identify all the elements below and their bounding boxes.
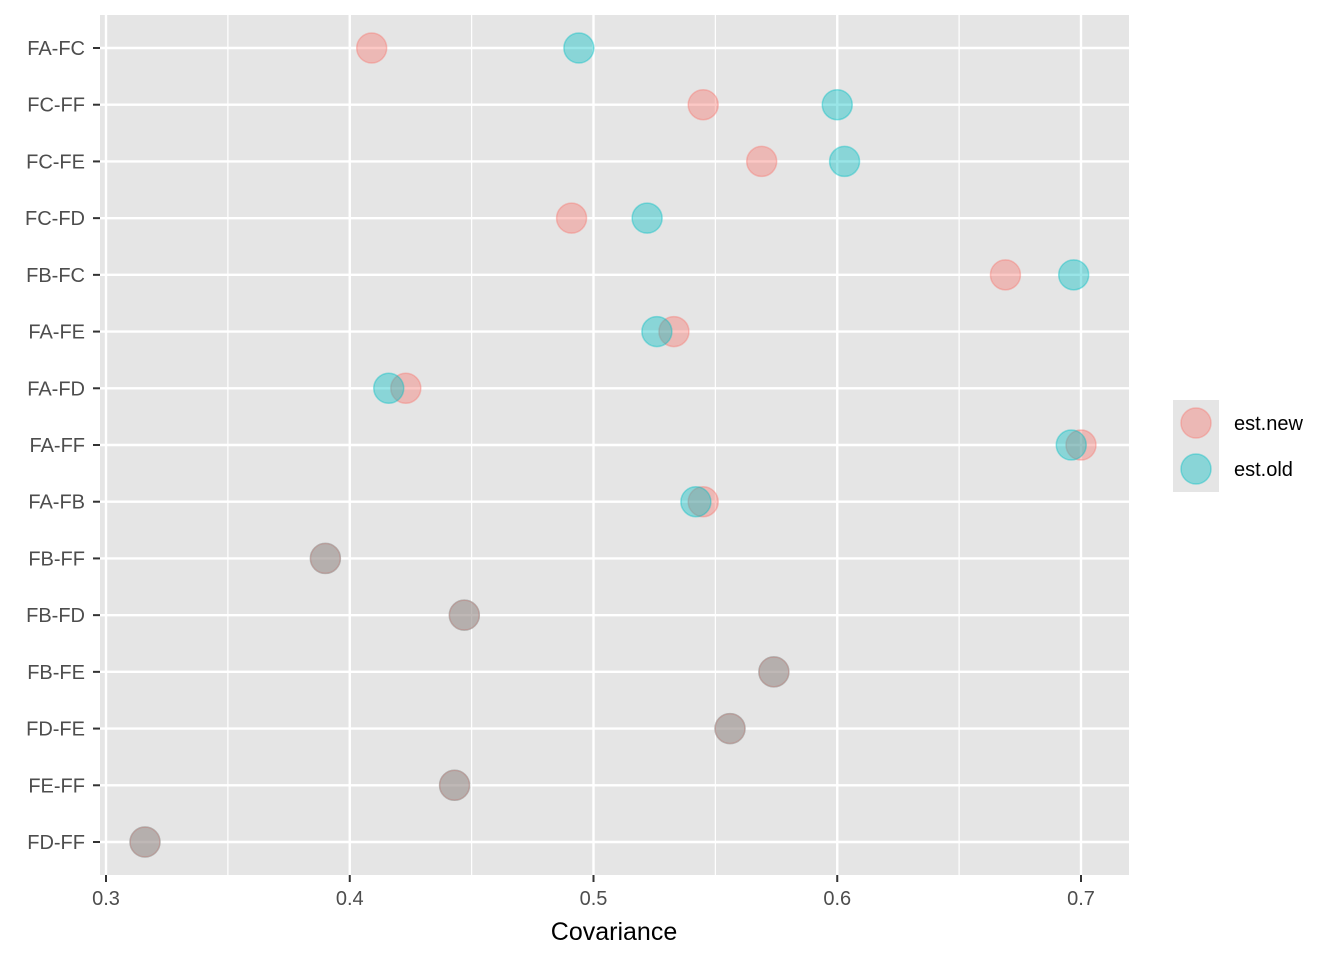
point-est-old-fe-ff xyxy=(438,769,471,802)
y-tick-label: FA-FF xyxy=(29,435,85,457)
point-est-new-fa-fd xyxy=(390,372,422,405)
legend-symbol xyxy=(1180,407,1212,439)
point-est-new-fc-fe xyxy=(745,145,778,178)
major-gridlines xyxy=(100,15,1129,875)
y-tick-label: FB-FC xyxy=(26,265,85,287)
point-est-new-fc-fd xyxy=(555,202,588,234)
point-est-new-fc-ff xyxy=(687,88,719,121)
legend-label: est.new xyxy=(1234,413,1303,435)
y-tick-label: FC-FF xyxy=(27,95,85,117)
point-est-old-fb-fe xyxy=(758,656,790,688)
legend-symbol xyxy=(1180,453,1212,485)
point-est-new-fb-fd xyxy=(448,599,481,631)
y-tick-label: FB-FF xyxy=(28,548,85,570)
point-est-old-fc-fe xyxy=(828,145,861,178)
point-est-old-fb-fd xyxy=(448,599,481,631)
point-est-old-fb-fc xyxy=(1057,259,1090,291)
point-est-old-fa-fc xyxy=(563,32,595,64)
point-est-old-fa-ff xyxy=(1055,429,1087,461)
x-tick-label: 0.4 xyxy=(336,888,364,910)
legend-key xyxy=(1173,400,1219,446)
y-tick-label: FD-FF xyxy=(27,832,85,854)
point-est-new-fb-fe xyxy=(758,656,790,688)
x-tick-label: 0.3 xyxy=(92,888,120,910)
legend-label: est.old xyxy=(1234,459,1293,481)
y-tick-label: FA-FC xyxy=(27,38,85,60)
point-est-old-fd-ff xyxy=(129,826,161,858)
legend: est.new est.old xyxy=(1173,400,1303,492)
point-est-new-fd-ff xyxy=(129,826,161,858)
y-tick-label: FC-FD xyxy=(25,208,85,230)
point-est-new-fe-ff xyxy=(438,769,471,802)
x-axis-title: Covariance xyxy=(551,918,677,946)
x-tick-label: 0.7 xyxy=(1067,888,1095,910)
y-tick-label: FB-FE xyxy=(27,662,85,684)
x-tick-label: 0.6 xyxy=(823,888,851,910)
point-est-old-fc-fd xyxy=(631,202,663,234)
y-tick-label: FA-FE xyxy=(28,322,85,344)
point-est-new-fa-fe xyxy=(658,315,690,348)
point-est-new-fb-ff xyxy=(309,542,342,575)
legend-key xyxy=(1173,446,1219,492)
y-tick-label: FB-FD xyxy=(26,605,85,627)
y-tick-label: FA-FB xyxy=(28,492,85,514)
point-est-old-fa-fd xyxy=(373,372,405,405)
x-axis: 0.3 0.4 0.5 0.6 0.7 xyxy=(92,875,1095,910)
point-est-old-fa-fe xyxy=(641,315,673,348)
point-est-old-fa-fb xyxy=(680,485,712,518)
x-tick-label: 0.5 xyxy=(580,888,608,910)
point-est-new-fa-fb xyxy=(687,485,719,518)
y-tick-label: FC-FE xyxy=(26,151,85,173)
data-points xyxy=(129,32,1097,858)
y-axis: FA-FC FC-FF FC-FE FC-FD FB-FC FA-FE FA-FD FA-FF… xyxy=(25,38,100,854)
y-tick-label: FE-FF xyxy=(28,775,85,797)
point-est-old-fd-fe xyxy=(714,712,746,745)
y-tick-label: FA-FD xyxy=(27,378,85,400)
point-est-new-fa-fc xyxy=(355,32,388,64)
point-est-new-fb-fc xyxy=(989,259,1022,291)
point-est-old-fc-ff xyxy=(821,88,853,121)
point-est-old-fb-ff xyxy=(309,542,342,575)
point-est-new-fd-fe xyxy=(714,712,746,745)
point-est-new-fa-ff xyxy=(1065,429,1097,461)
y-tick-label: FD-FE xyxy=(26,719,85,741)
